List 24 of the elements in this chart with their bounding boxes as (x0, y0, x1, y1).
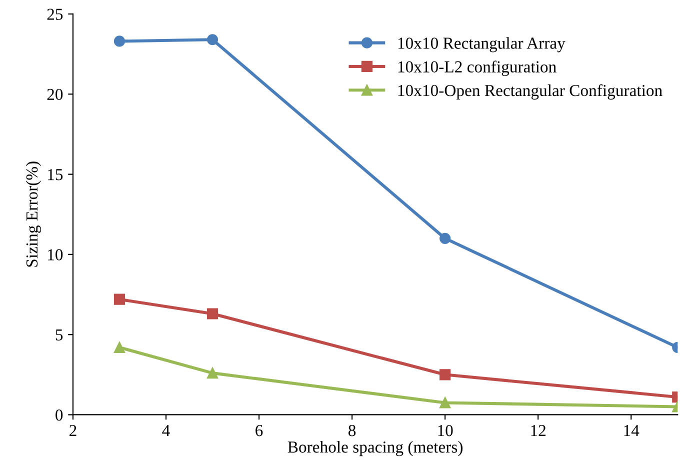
legend-label: 10x10 Rectangular Array (398, 37, 566, 52)
y-tick-label: 20 (47, 88, 63, 100)
x-tick-label: 2 (70, 424, 76, 436)
y-axis-title: Sizing Error(%) (26, 162, 42, 267)
y-tick-label: 5 (56, 329, 63, 341)
point (206, 34, 218, 46)
x-tick-label: 10 (438, 424, 453, 436)
y-tick-label: 10 (48, 249, 63, 260)
legend-label: 10x10-Open Rectangular Configuration (398, 84, 662, 100)
point (206, 308, 218, 320)
point (206, 368, 218, 379)
x-tick-label: 12 (531, 424, 546, 436)
point (114, 342, 126, 353)
x-tick-label: 8 (348, 424, 356, 436)
x-tick-label: 6 (256, 424, 263, 436)
y-tick-label: 0 (56, 409, 63, 421)
y-tick-label: 15 (48, 169, 63, 180)
point (114, 36, 126, 47)
x-axis-title: Borehole spacing (meters) (288, 440, 462, 456)
legend-label: 10x10-L2 configuration (398, 60, 556, 76)
point (114, 294, 126, 305)
x-tick-label: 14 (624, 425, 640, 436)
x-tick-label: 4 (162, 425, 170, 436)
y-tick-label: 25 (47, 8, 63, 20)
